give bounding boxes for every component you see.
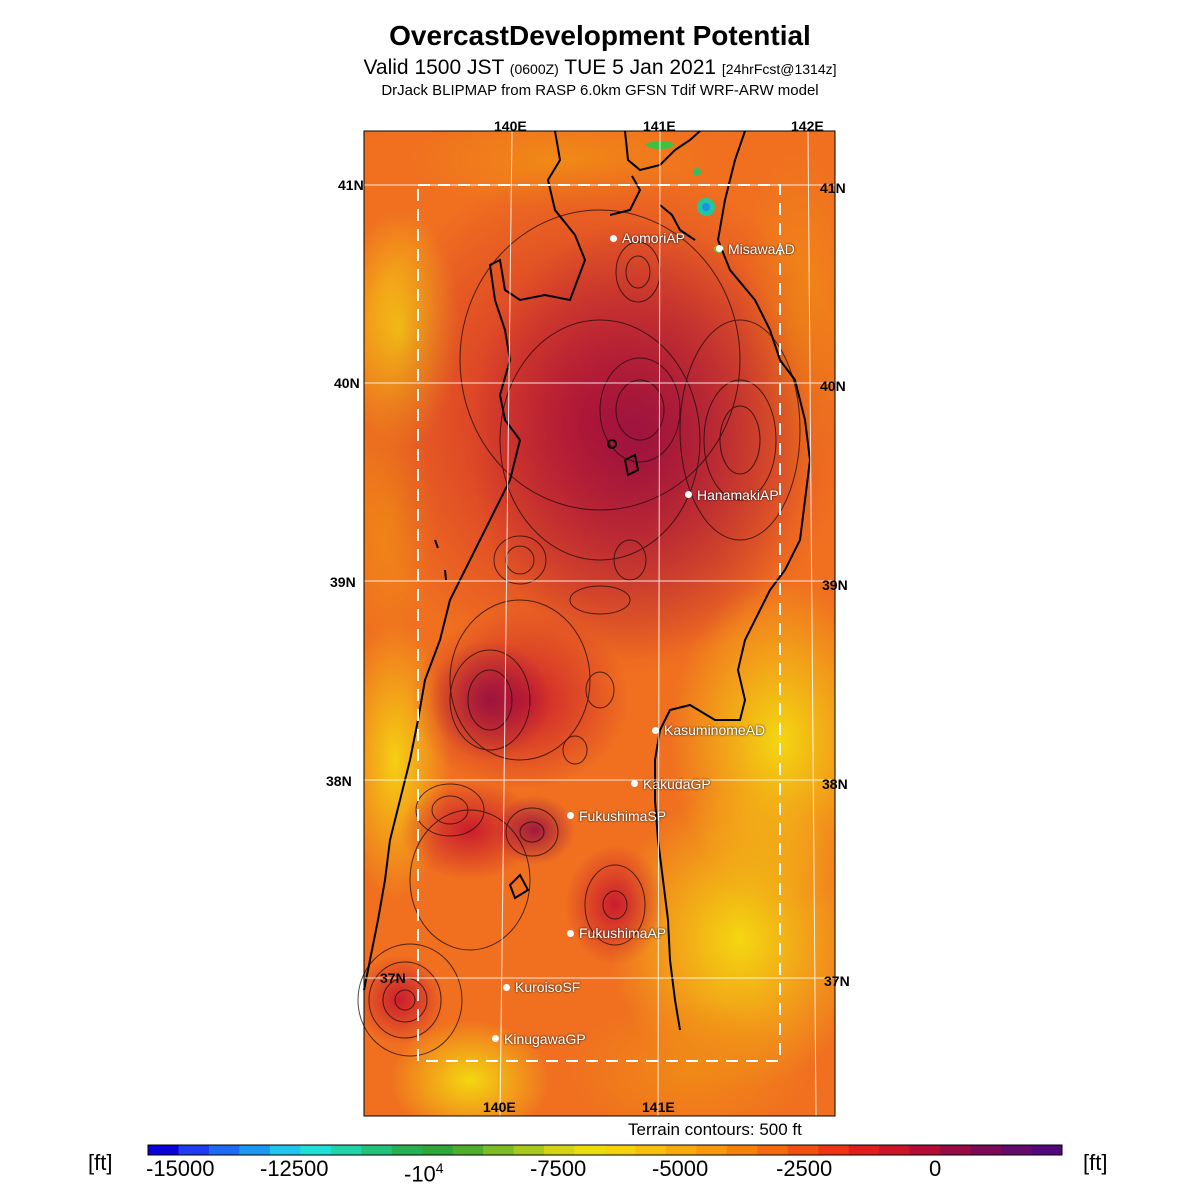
terrain-contour-note: Terrain contours: 500 ft [628, 1120, 802, 1139]
colorbar-swatch [208, 1145, 240, 1155]
lat-label-40n-left: 40N [334, 375, 360, 391]
colorbar-tick-label: -15000 [146, 1156, 215, 1181]
colorbar-swatch [970, 1145, 1002, 1155]
colorbar-swatch [848, 1145, 880, 1155]
lat-label-37n-right: 37N [824, 973, 850, 989]
site-label-fukushimasp: FukushimaSP [579, 808, 667, 824]
colorbar-swatch [300, 1145, 332, 1155]
colorbar-swatch [361, 1145, 393, 1155]
colorbar-swatch [1031, 1145, 1063, 1155]
colorbar-unit-left: [ft] [88, 1150, 113, 1175]
model-description: DrJack BLIPMAP from RASP 6.0km GFSN Tdif… [381, 82, 819, 99]
site-marker [610, 235, 617, 242]
forecast-date: TUE 5 Jan 2021 [564, 56, 717, 79]
colorbar-swatch [605, 1145, 636, 1155]
utc-time: (0600Z) [509, 61, 559, 77]
colorbar-swatch [574, 1145, 606, 1155]
site-label-fukushimaap: FukushimaAP [579, 925, 667, 941]
site-marker [716, 245, 723, 252]
lon-label-140e-top: 140E [494, 118, 527, 134]
lat-label-38n-right: 38N [822, 776, 848, 792]
colorbar-swatch [391, 1145, 423, 1155]
colorbar-swatch [787, 1145, 819, 1155]
lat-label-40n-right: 40N [820, 378, 846, 394]
site-marker [492, 1035, 499, 1042]
colorbar-swatch [1001, 1145, 1033, 1155]
site-label-misawaad: MisawaAD [728, 241, 795, 257]
forecast-run: [24hrFcst@1314z] [721, 61, 837, 77]
chart-subtitle: Valid 1500 JST (0600Z) TUE 5 Jan 2021 [2… [0, 56, 1200, 80]
colorbar-swatch [726, 1145, 758, 1155]
site-marker [652, 727, 659, 734]
lat-label-41n-left: 41N [338, 177, 364, 193]
colorbar-swatch [909, 1145, 941, 1155]
colorbar-tick-label: -12500 [260, 1156, 329, 1181]
lat-label-39n-right: 39N [822, 577, 848, 593]
valid-time: Valid 1500 JST [363, 56, 504, 79]
colorbar-swatch [148, 1145, 179, 1155]
colorbar-swatch [696, 1145, 728, 1155]
site-marker [567, 930, 574, 937]
colorbar-swatch [330, 1145, 362, 1155]
site-marker [567, 812, 574, 819]
site-marker [631, 780, 638, 787]
site-label-hanamakiap: HanamakiAP [697, 487, 779, 503]
lon-label-140e-bottom: 140E [483, 1099, 516, 1115]
colorbar-swatch [422, 1145, 454, 1155]
lon-label-141e-top: 141E [643, 118, 676, 134]
colorbar-swatch [544, 1145, 576, 1155]
lon-label-142e-top: 142E [791, 118, 824, 134]
site-label-kuroisosf: KuroisoSF [515, 979, 581, 995]
colorbar-swatch [635, 1145, 667, 1155]
colorbar-swatch [757, 1145, 789, 1155]
terrain-contours [357, 209, 801, 1057]
lat-label-39n-left: 39N [330, 574, 356, 590]
colorbar-tick-label: -2500 [776, 1156, 833, 1181]
site-label-aomoriap: AomoriAP [622, 230, 686, 246]
colorbar-swatch [818, 1145, 850, 1155]
overcast-field [364, 131, 835, 1116]
site-label-kasuminomead: KasuminomeAD [664, 722, 766, 738]
site-label-kakudagp: KakudaGP [643, 776, 711, 792]
colorbar-unit-right: [ft] [1083, 1150, 1108, 1175]
colorbar-swatch [513, 1145, 545, 1155]
colorbar-tick-exponent: 4 [435, 1160, 444, 1176]
inner-domain-outline [417, 184, 781, 1062]
lat-label-41n-right: 41N [820, 180, 846, 196]
chart-title: OvercastDevelopment Potential [389, 20, 811, 51]
colorbar-swatch [879, 1145, 911, 1155]
colorbar-tick-label: 0 [929, 1156, 942, 1181]
lat-lon-grid [364, 130, 835, 1117]
colorbar-swatch [269, 1145, 301, 1155]
site-marker [503, 984, 510, 991]
colorbar-swatch [452, 1145, 484, 1155]
colorbar-swatch [239, 1145, 271, 1155]
map-frame [363, 130, 836, 1117]
colorbar-swatch [940, 1145, 972, 1155]
lat-label-38n-left: 38N [326, 773, 352, 789]
colorbar-swatch [483, 1145, 515, 1155]
colorbar-tick-label: -7500 [530, 1156, 587, 1181]
colorbar [147, 1144, 1063, 1156]
site-marker [685, 491, 692, 498]
colorbar-tick-label: -104 [404, 1160, 444, 1187]
lon-label-141e-bottom: 141E [642, 1099, 675, 1115]
site-label-kinugawagp: KinugawaGP [504, 1031, 586, 1047]
colorbar-swatch [178, 1145, 210, 1155]
colorbar-swatch [665, 1145, 697, 1155]
colorbar-tick-label: -5000 [652, 1156, 709, 1181]
colorbar-frame [147, 1144, 1063, 1156]
lat-label-37n-left: 37N [380, 970, 406, 986]
